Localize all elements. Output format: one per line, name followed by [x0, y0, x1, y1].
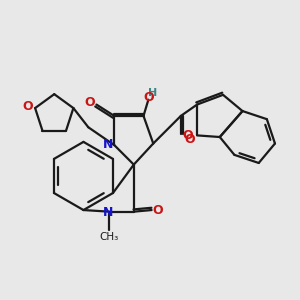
Text: H: H: [148, 88, 157, 98]
Text: CH₃: CH₃: [100, 232, 119, 242]
Text: O: O: [23, 100, 33, 113]
Text: O: O: [152, 203, 163, 217]
Text: N: N: [103, 206, 113, 219]
Text: O: O: [85, 96, 95, 110]
Text: O: O: [183, 129, 193, 142]
Text: O: O: [184, 133, 195, 146]
Text: O: O: [143, 91, 154, 103]
Text: N: N: [103, 138, 113, 151]
